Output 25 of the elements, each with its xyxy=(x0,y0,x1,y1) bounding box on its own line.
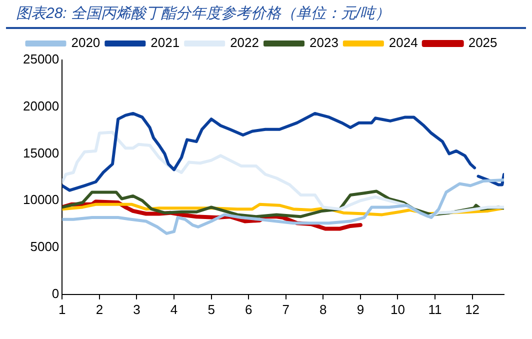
legend-label: 2023 xyxy=(310,35,338,50)
y-tick-label: 0 xyxy=(52,286,60,301)
x-tick-label: 2 xyxy=(96,302,104,317)
y-tick-label: 5000 xyxy=(30,239,60,254)
x-tick-label: 4 xyxy=(170,302,178,317)
x-tick-label: 11 xyxy=(428,302,442,317)
x-tick-label: 1 xyxy=(58,302,66,317)
legend-label: 2022 xyxy=(230,35,259,50)
x-tick-label: 3 xyxy=(133,302,140,317)
y-tick-label: 10000 xyxy=(22,192,60,208)
legend-label: 2020 xyxy=(71,35,100,50)
chart-title: 图表28: 全国丙烯酸丁酯分年度参考价格（单位：元/吨） xyxy=(6,0,526,29)
x-tick-label: 10 xyxy=(390,302,405,317)
legend-label: 2025 xyxy=(468,35,498,50)
legend-label: 2021 xyxy=(150,35,180,50)
x-tick-label: 7 xyxy=(282,302,290,317)
legend-label: 2024 xyxy=(388,35,418,50)
x-tick-label: 6 xyxy=(244,302,252,317)
x-tick-label: 9 xyxy=(356,302,364,317)
x-tick-label: 8 xyxy=(320,302,327,317)
y-tick-label: 25000 xyxy=(22,52,60,67)
x-tick-label: 5 xyxy=(208,302,215,317)
x-tick-label: 12 xyxy=(465,302,480,317)
y-tick-label: 15000 xyxy=(22,145,60,160)
y-tick-label: 20000 xyxy=(22,98,60,114)
